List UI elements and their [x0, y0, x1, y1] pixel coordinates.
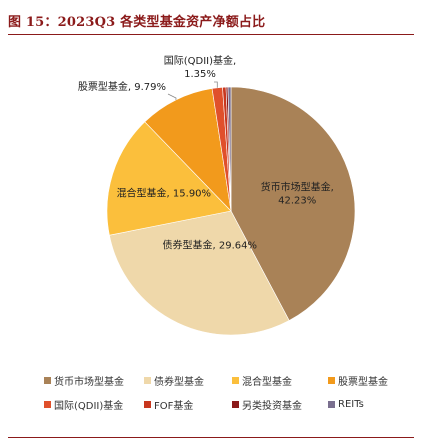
- pie-slice-2: [106, 121, 232, 236]
- pie-slice-3: [144, 88, 232, 212]
- legend-label-6: 另类投资基金: [242, 401, 302, 412]
- legend-item-4: 国际(QDII)基金: [44, 397, 144, 412]
- legend-item-1: 债券型基金: [144, 373, 232, 388]
- legend-item-7: REITs: [328, 397, 414, 412]
- figure-title-bar: 图 15：2023Q3 各类型基金资产净额占比: [8, 6, 414, 35]
- legend-item-6: 另类投资基金: [232, 397, 328, 412]
- legend-swatch-3: [328, 377, 335, 384]
- leader-line-4: [214, 81, 218, 88]
- legend-label-7: REITs: [338, 399, 364, 410]
- pie-chart: 货币市场型基金, 42.23% 债券型基金, 29.64% 混合型基金, 15.90%…: [78, 54, 356, 336]
- legend-swatch-7: [328, 401, 335, 408]
- leader-line-3: [167, 93, 177, 100]
- pie-slice-7: [227, 86, 232, 212]
- pie-slice-0: [230, 86, 356, 321]
- legend-label-1: 债券型基金: [154, 377, 204, 388]
- slice-label-0: 货币市场型基金, 42.23%: [261, 181, 334, 207]
- legend-item-3: 股票型基金: [328, 373, 414, 388]
- legend-swatch-6: [232, 401, 239, 408]
- legend-swatch-1: [144, 377, 151, 384]
- chart-legend: 货币市场型基金 债券型基金 混合型基金 股票型基金国际(QDII)基金 FOF基金 另类投…: [44, 373, 414, 412]
- legend-label-2: 混合型基金: [242, 377, 292, 388]
- legend-label-0: 货币市场型基金: [54, 377, 124, 388]
- slice-label-3: 股票型基金, 9.79%: [78, 80, 166, 93]
- figure-title: 图 15：2023Q3 各类型基金资产净额占比: [8, 14, 266, 30]
- legend-item-0: 货币市场型基金: [44, 373, 144, 388]
- legend-swatch-2: [232, 377, 239, 384]
- legend-item-2: 混合型基金: [232, 373, 328, 388]
- bottom-rule: [8, 437, 414, 438]
- slice-label-1: 债券型基金, 29.64%: [163, 239, 258, 252]
- pie-slice-1: [109, 210, 290, 336]
- legend-item-5: FOF基金: [144, 397, 232, 412]
- legend-swatch-0: [44, 377, 51, 384]
- legend-label-4: 国际(QDII)基金: [54, 401, 124, 412]
- slice-label-4: 国际(QDII)基金, 1.35%: [164, 54, 236, 80]
- slice-label-2: 混合型基金, 15.90%: [117, 187, 212, 200]
- legend-swatch-5: [144, 401, 151, 408]
- legend-swatch-4: [44, 401, 51, 408]
- legend-label-3: 股票型基金: [338, 377, 388, 388]
- legend-label-5: FOF基金: [154, 401, 194, 412]
